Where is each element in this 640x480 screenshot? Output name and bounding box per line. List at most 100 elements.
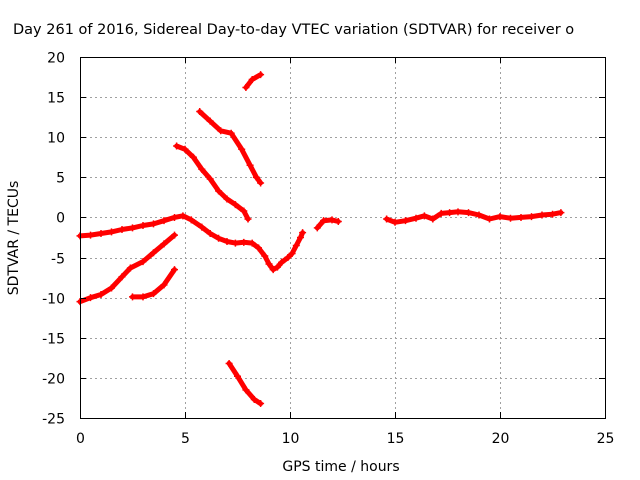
- data-point: [265, 260, 273, 268]
- data-point: [313, 224, 321, 232]
- x-tick-label: 20: [492, 431, 510, 447]
- data-point: [118, 273, 126, 281]
- data-point: [557, 209, 565, 217]
- data-point: [278, 258, 286, 266]
- y-axis-label: SDTVAR / TECUs: [6, 181, 22, 296]
- data-point: [108, 228, 115, 236]
- y-tick-label: -20: [42, 372, 65, 388]
- y-tick-label: 10: [47, 131, 65, 147]
- data-point: [187, 216, 195, 224]
- series-line: [226, 360, 264, 407]
- data-point: [139, 221, 147, 229]
- series-line: [77, 232, 177, 305]
- data-point: [171, 213, 178, 221]
- data-series: [76, 71, 565, 408]
- data-point: [299, 229, 307, 237]
- grid: [80, 57, 605, 418]
- data-point: [320, 217, 328, 225]
- data-point: [437, 209, 445, 217]
- series-arc-main-morning: [76, 212, 307, 274]
- data-point: [238, 145, 246, 153]
- series-arc-top-short: [242, 71, 265, 91]
- series-line: [314, 217, 341, 231]
- data-point: [273, 263, 281, 271]
- y-tick-label: 15: [47, 91, 65, 107]
- data-point: [257, 179, 265, 187]
- data-point: [297, 234, 304, 241]
- data-point: [257, 400, 265, 408]
- axis-ticks: 0 5 10 15 20 25 -25 -20 -15 -10 -5 0 5 10 15 20: [42, 51, 614, 448]
- data-point: [234, 372, 241, 380]
- x-tick-label: 5: [181, 431, 190, 447]
- data-point: [248, 239, 256, 247]
- data-point: [528, 213, 535, 221]
- data-point: [252, 173, 260, 181]
- data-point: [402, 217, 409, 225]
- data-point: [231, 239, 239, 247]
- data-point: [126, 264, 134, 272]
- data-point: [118, 225, 126, 233]
- data-point: [475, 211, 483, 219]
- data-point: [257, 71, 265, 79]
- data-point: [108, 284, 115, 292]
- data-point: [334, 217, 342, 225]
- data-point: [173, 142, 181, 150]
- data-point: [171, 231, 178, 239]
- data-point: [465, 209, 472, 217]
- x-tick-label: 10: [282, 431, 300, 447]
- data-point: [549, 210, 556, 218]
- data-point: [87, 294, 94, 302]
- y-tick-label: -15: [42, 332, 65, 348]
- data-point: [150, 220, 157, 228]
- data-point: [181, 145, 189, 153]
- data-point: [206, 117, 214, 125]
- x-tick-label: 15: [387, 431, 405, 447]
- data-point: [150, 290, 157, 298]
- data-point: [160, 240, 168, 248]
- data-point: [198, 165, 206, 173]
- data-point: [391, 218, 399, 226]
- data-point: [206, 229, 214, 237]
- data-point: [160, 217, 168, 225]
- data-point: [496, 213, 504, 221]
- data-point: [231, 201, 239, 209]
- data-point: [215, 187, 223, 195]
- data-point: [420, 212, 428, 220]
- series-line: [197, 109, 264, 186]
- series-arc-descending-a: [173, 142, 252, 223]
- series-arc-descending-b: [196, 108, 265, 187]
- series-arc-bottom-short: [225, 359, 265, 408]
- data-point: [189, 153, 197, 161]
- x-tick-label: 25: [597, 431, 615, 447]
- x-axis-label: GPS time / hours: [282, 459, 399, 475]
- data-point: [206, 175, 214, 183]
- data-point: [250, 396, 258, 404]
- data-point: [269, 266, 277, 274]
- data-point: [223, 238, 231, 246]
- y-tick-label: -5: [51, 252, 65, 268]
- data-point: [225, 359, 233, 367]
- data-point: [198, 223, 206, 231]
- data-point: [242, 386, 250, 394]
- data-point: [383, 215, 391, 223]
- data-point: [288, 250, 296, 258]
- data-point: [261, 252, 269, 260]
- data-point: [240, 207, 248, 215]
- data-point: [292, 242, 300, 250]
- series-arc-short-low: [129, 266, 178, 301]
- data-point: [412, 214, 420, 222]
- y-tick-label: -25: [42, 412, 65, 428]
- data-point: [429, 215, 437, 223]
- data-point: [454, 208, 462, 216]
- data-point: [248, 75, 256, 83]
- data-point: [139, 258, 147, 266]
- series-arc-rising-low: [76, 231, 178, 306]
- x-tick-label: 0: [76, 431, 85, 447]
- data-point: [179, 212, 187, 220]
- series-line: [174, 143, 251, 222]
- data-point: [255, 244, 262, 252]
- data-point: [517, 213, 525, 221]
- data-point: [217, 127, 225, 135]
- data-point: [486, 215, 493, 223]
